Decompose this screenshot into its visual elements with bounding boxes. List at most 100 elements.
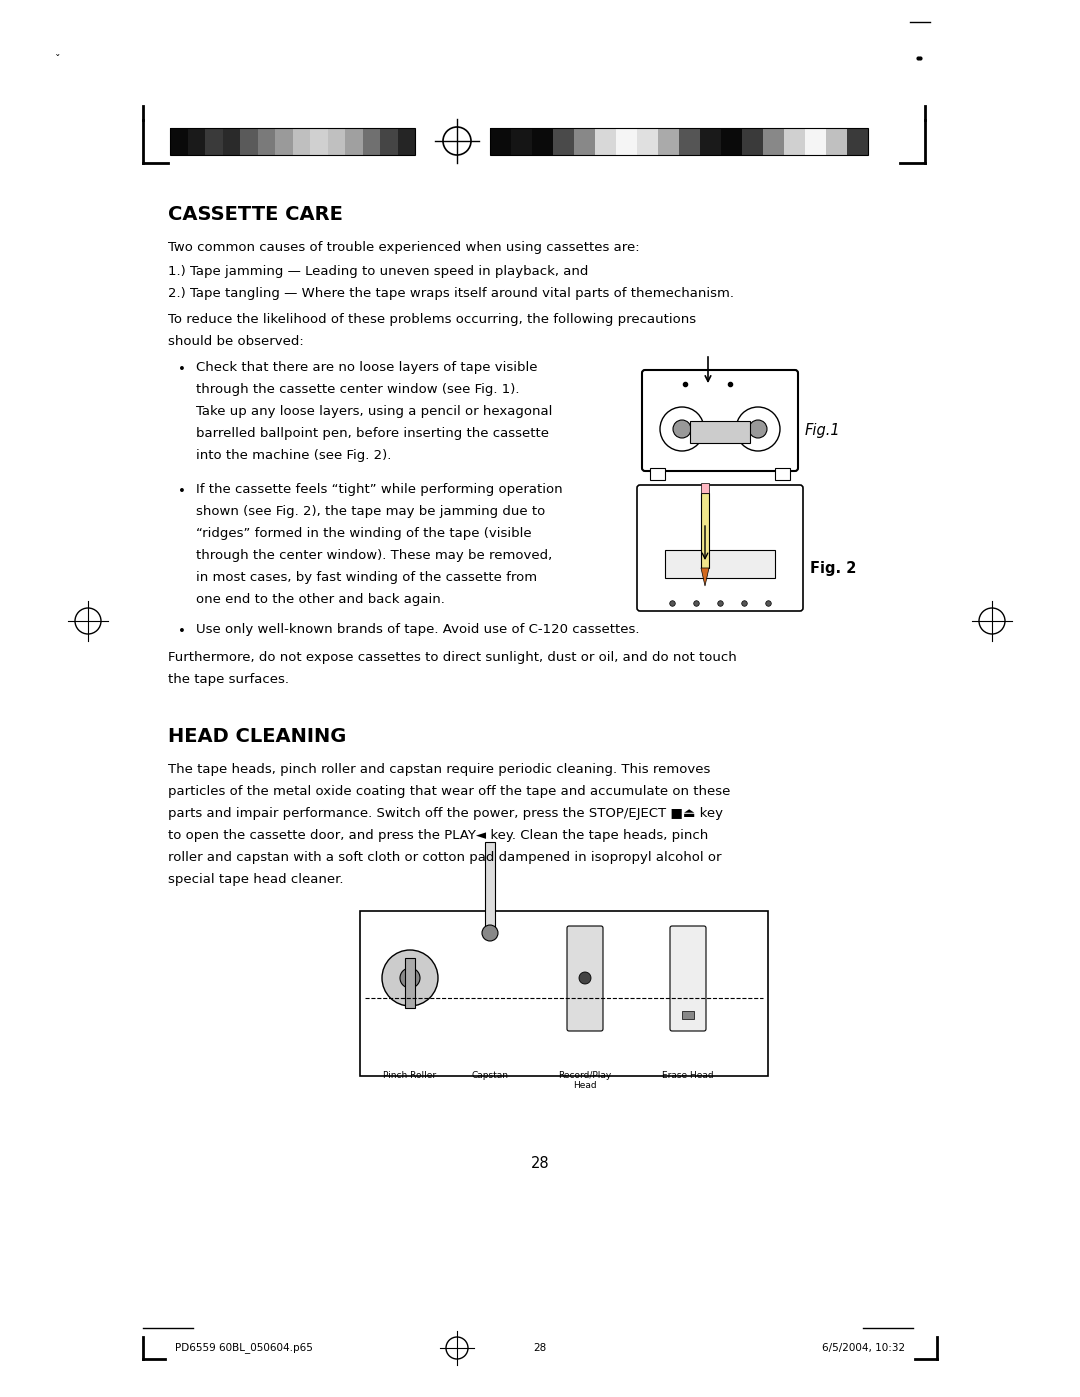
Bar — [275, 129, 293, 155]
Text: 6/5/2004, 10:32: 6/5/2004, 10:32 — [822, 1343, 905, 1354]
Text: If the cassette feels “tight” while performing operation: If the cassette feels “tight” while perf… — [195, 483, 563, 496]
Bar — [293, 129, 310, 155]
Text: shown (see Fig. 2), the tape may be jamming due to: shown (see Fig. 2), the tape may be jamm… — [195, 504, 545, 518]
Bar — [553, 129, 573, 155]
Circle shape — [382, 950, 438, 1006]
Text: HEAD CLEANING: HEAD CLEANING — [168, 726, 347, 746]
Text: one end to the other and back again.: one end to the other and back again. — [195, 592, 445, 606]
Text: ˇ: ˇ — [55, 54, 60, 66]
Text: 28: 28 — [534, 1343, 546, 1354]
Text: Furthermore, do not expose cassettes to direct sunlight, dust or oil, and do not: Furthermore, do not expose cassettes to … — [168, 651, 737, 664]
Text: Two common causes of trouble experienced when using cassettes are:: Two common causes of trouble experienced… — [168, 242, 639, 254]
Bar — [762, 129, 784, 155]
Text: through the cassette center window (see Fig. 1).: through the cassette center window (see … — [195, 383, 519, 395]
Circle shape — [673, 420, 691, 439]
Circle shape — [400, 968, 420, 988]
Text: CASSETTE CARE: CASSETTE CARE — [168, 205, 342, 224]
Bar — [257, 129, 275, 155]
Bar — [170, 129, 415, 155]
Bar — [616, 129, 637, 155]
Bar — [650, 468, 665, 481]
Bar — [681, 1011, 694, 1018]
FancyBboxPatch shape — [567, 926, 603, 1031]
Bar — [310, 129, 327, 155]
Text: Fig. 2: Fig. 2 — [810, 560, 856, 576]
Text: in most cases, by fast winding of the cassette from: in most cases, by fast winding of the ca… — [195, 571, 537, 584]
Text: barrelled ballpoint pen, before inserting the cassette: barrelled ballpoint pen, before insertin… — [195, 427, 549, 440]
Text: 2.) Tape tangling — Where the tape wraps itself around vital parts of themechani: 2.) Tape tangling — Where the tape wraps… — [168, 286, 734, 300]
Bar — [532, 129, 553, 155]
Circle shape — [75, 608, 102, 634]
Text: through the center window). These may be removed,: through the center window). These may be… — [195, 549, 552, 562]
Text: should be observed:: should be observed: — [168, 335, 303, 348]
Text: roller and capstan with a soft cloth or cotton pad dampened in isopropyl alcohol: roller and capstan with a soft cloth or … — [168, 851, 721, 863]
Bar — [573, 129, 595, 155]
Circle shape — [443, 127, 471, 155]
Text: •: • — [178, 485, 186, 497]
Circle shape — [579, 972, 591, 983]
Bar — [490, 129, 511, 155]
Bar — [345, 129, 363, 155]
Bar — [188, 129, 205, 155]
Circle shape — [735, 407, 780, 451]
Text: parts and impair performance. Switch off the power, press the STOP/EJECT ■⏏ key: parts and impair performance. Switch off… — [168, 807, 723, 820]
FancyBboxPatch shape — [670, 926, 706, 1031]
Circle shape — [446, 1337, 468, 1359]
Bar — [805, 129, 826, 155]
Bar — [784, 129, 805, 155]
Text: special tape head cleaner.: special tape head cleaner. — [168, 873, 343, 886]
Bar — [701, 493, 708, 569]
Bar — [490, 129, 868, 155]
Bar — [360, 911, 768, 1076]
Text: To reduce the likelihood of these problems occurring, the following precautions: To reduce the likelihood of these proble… — [168, 313, 697, 326]
Bar — [240, 129, 257, 155]
Bar — [397, 129, 415, 155]
Text: 28: 28 — [530, 1155, 550, 1171]
Text: Check that there are no loose layers of tape visible: Check that there are no loose layers of … — [195, 360, 538, 374]
Bar — [679, 129, 700, 155]
Bar — [595, 129, 616, 155]
Bar — [742, 129, 762, 155]
Text: Take up any loose layers, using a pencil or hexagonal: Take up any loose layers, using a pencil… — [195, 405, 552, 418]
Circle shape — [978, 608, 1005, 634]
Circle shape — [660, 407, 704, 451]
Bar — [721, 129, 742, 155]
Bar — [511, 129, 532, 155]
Text: Capstan: Capstan — [472, 1071, 509, 1080]
Circle shape — [482, 925, 498, 942]
Bar — [775, 468, 789, 481]
Bar — [405, 958, 415, 1009]
Text: Use only well-known brands of tape. Avoid use of C-120 cassettes.: Use only well-known brands of tape. Avoi… — [195, 623, 639, 636]
Text: 1.) Tape jamming — Leading to uneven speed in playback, and: 1.) Tape jamming — Leading to uneven spe… — [168, 265, 589, 278]
Bar — [205, 129, 222, 155]
Bar — [637, 129, 658, 155]
Text: particles of the metal oxide coating that wear off the tape and accumulate on th: particles of the metal oxide coating tha… — [168, 785, 730, 798]
Text: to open the cassette door, and press the PLAY◄ key. Clean the tape heads, pinch: to open the cassette door, and press the… — [168, 828, 708, 842]
Text: •: • — [178, 624, 186, 638]
Text: •: • — [178, 363, 186, 376]
Bar — [363, 129, 380, 155]
FancyBboxPatch shape — [637, 485, 804, 610]
Text: “ridges” formed in the winding of the tape (visible: “ridges” formed in the winding of the ta… — [195, 527, 531, 541]
Bar — [485, 842, 495, 933]
Bar — [826, 129, 847, 155]
Bar — [170, 129, 188, 155]
Bar — [222, 129, 240, 155]
Bar — [380, 129, 397, 155]
Text: Erase Head: Erase Head — [662, 1071, 714, 1080]
Polygon shape — [701, 569, 708, 585]
Text: PD6559 60BL_050604.p65: PD6559 60BL_050604.p65 — [175, 1343, 313, 1354]
Text: the tape surfaces.: the tape surfaces. — [168, 673, 289, 686]
Text: Fig.1: Fig.1 — [805, 423, 840, 439]
Text: Record/Play
Head: Record/Play Head — [558, 1071, 611, 1091]
Bar — [701, 483, 708, 493]
Bar — [327, 129, 345, 155]
Bar — [700, 129, 721, 155]
Circle shape — [750, 420, 767, 439]
FancyBboxPatch shape — [642, 370, 798, 471]
Bar — [665, 550, 775, 578]
Bar — [847, 129, 868, 155]
Bar — [658, 129, 679, 155]
Text: Pinch Roller: Pinch Roller — [383, 1071, 436, 1080]
Text: The tape heads, pinch roller and capstan require periodic cleaning. This removes: The tape heads, pinch roller and capstan… — [168, 763, 711, 775]
